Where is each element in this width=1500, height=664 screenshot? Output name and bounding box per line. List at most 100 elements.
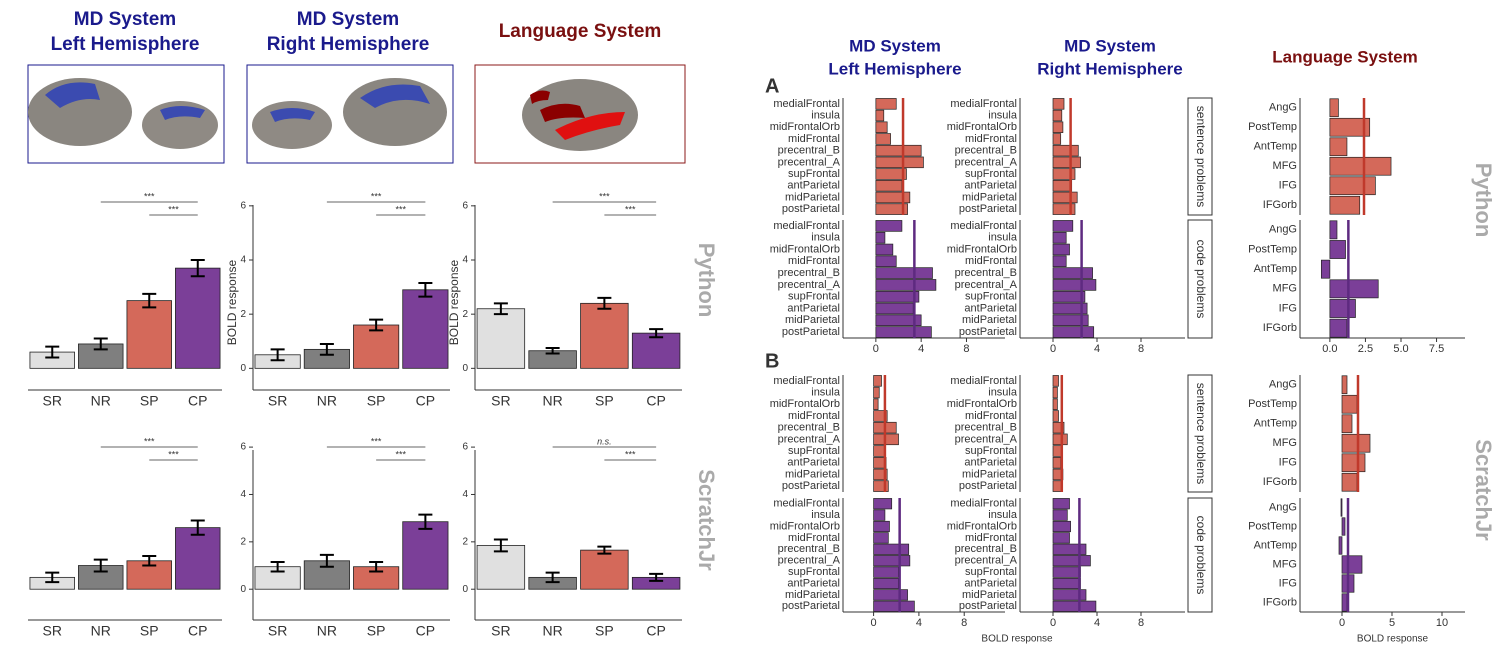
bar: [875, 231, 886, 244]
y-tick-label: midFrontalOrb: [770, 398, 840, 410]
bar: [875, 109, 885, 122]
x-tick-label: 0: [1339, 617, 1345, 629]
y-tick-label: postParietal: [959, 600, 1017, 612]
significance-label: ***: [168, 204, 179, 214]
column-title: Language System: [499, 21, 662, 42]
y-tick-label: 2: [240, 309, 246, 320]
y-tick-label: 0: [462, 363, 468, 374]
bar: [1052, 509, 1068, 521]
y-tick-label: midFrontalOrb: [770, 243, 840, 255]
bar: [1052, 421, 1065, 434]
y-tick-label: precentral_A: [955, 279, 1018, 291]
bar: [875, 314, 922, 327]
bar: [1329, 299, 1356, 318]
y-tick-label: precentral_B: [955, 422, 1017, 434]
brain-image: [27, 64, 225, 164]
y-tick-label: midFrontalOrb: [947, 243, 1017, 255]
y-tick-label: supFrontal: [965, 168, 1017, 180]
column-title: MD System: [1064, 36, 1156, 55]
x-tick-label: NR: [91, 623, 111, 639]
x-tick-label: SP: [367, 623, 386, 639]
bar: [873, 589, 908, 601]
bar: [580, 302, 629, 369]
bar: [875, 279, 937, 291]
bar: [1340, 498, 1343, 517]
x-tick-label: 2.5: [1358, 343, 1373, 355]
bar: [1052, 290, 1086, 303]
row-label: Python: [1471, 163, 1496, 238]
brain-image: [474, 64, 686, 164]
x-tick-label: 0: [1050, 343, 1056, 355]
y-tick-label: precentral_A: [778, 555, 841, 567]
y-tick-label: 0: [462, 584, 468, 595]
y-tick-label: 6: [462, 442, 468, 453]
y-tick-label: IFGorb: [1263, 596, 1297, 608]
y-tick-label: supFrontal: [788, 566, 840, 578]
bar: [875, 203, 908, 215]
bar: [875, 326, 932, 338]
y-tick-label: IFGorb: [1263, 476, 1297, 488]
x-tick-label: SR: [491, 393, 510, 409]
error-bar: [270, 348, 285, 362]
x-tick-label: 4: [1094, 343, 1100, 355]
x-tick-label: 5.0: [1393, 343, 1408, 355]
row-label: ScratchJr: [694, 469, 719, 571]
x-tick-label: 10: [1436, 617, 1448, 629]
x-tick-label: NR: [91, 393, 111, 409]
bar: [1329, 156, 1392, 176]
y-tick-label: postParietal: [959, 326, 1017, 338]
y-tick-label: antParietal: [964, 302, 1017, 314]
panel-label: code problems: [1194, 240, 1208, 319]
y-tick-label: 4: [240, 255, 246, 266]
y-tick-label: 0: [240, 363, 246, 374]
y-tick-label: PostTemp: [1248, 121, 1297, 133]
panel-label: sentence problems: [1194, 106, 1208, 207]
bar: [875, 302, 914, 315]
y-tick-label: precentral_A: [778, 279, 841, 291]
y-tick-label: medialFrontal: [950, 220, 1017, 232]
x-tick-label: 0: [871, 617, 877, 629]
y-tick-label: midFrontal: [788, 410, 840, 422]
bar: [1052, 589, 1087, 601]
y-tick-label: supFrontal: [965, 445, 1017, 457]
x-tick-label: 0: [873, 343, 879, 355]
y-tick-label: antParietal: [787, 180, 840, 192]
significance-label: ***: [144, 191, 155, 201]
y-tick-label: midParietal: [785, 468, 840, 480]
bar: [875, 180, 903, 192]
x-tick-label: SP: [595, 623, 614, 639]
x-tick-label: 8: [961, 617, 967, 629]
bar: [1052, 144, 1079, 157]
bar: [873, 543, 910, 555]
bar: [1052, 457, 1062, 469]
y-tick-label: precentral_B: [778, 145, 840, 157]
error-bar: [270, 560, 285, 573]
y-tick-label: antParietal: [964, 577, 1017, 589]
error-bar: [649, 572, 664, 582]
bar: [873, 509, 886, 521]
y-tick-label: insula: [988, 109, 1018, 121]
y-tick-label: 4: [462, 255, 468, 266]
y-tick-label: precentral_A: [955, 555, 1018, 567]
bar: [1052, 445, 1063, 457]
y-axis-label: BOLD response: [447, 259, 461, 345]
x-axis-label: BOLD response: [1357, 634, 1429, 645]
y-tick-label: insula: [988, 386, 1018, 398]
bar: [631, 332, 681, 369]
bar: [580, 549, 629, 590]
y-tick-label: midFrontalOrb: [770, 520, 840, 532]
significance-label: ***: [625, 449, 636, 459]
bar: [873, 445, 886, 457]
y-tick-label: medialFrontal: [773, 220, 840, 232]
y-tick-label: precentral_A: [778, 156, 841, 168]
x-tick-label: CP: [646, 623, 665, 639]
column-title: MD System: [297, 9, 399, 30]
panel-letter: A: [765, 75, 779, 97]
y-tick-label: 6: [462, 200, 468, 211]
significance-label: ***: [371, 436, 382, 446]
y-tick-label: 4: [240, 489, 246, 500]
column-title: Right Hemisphere: [267, 34, 430, 55]
bar: [875, 191, 911, 204]
x-tick-label: 0: [1050, 617, 1056, 629]
y-tick-label: precentral_B: [778, 422, 840, 434]
